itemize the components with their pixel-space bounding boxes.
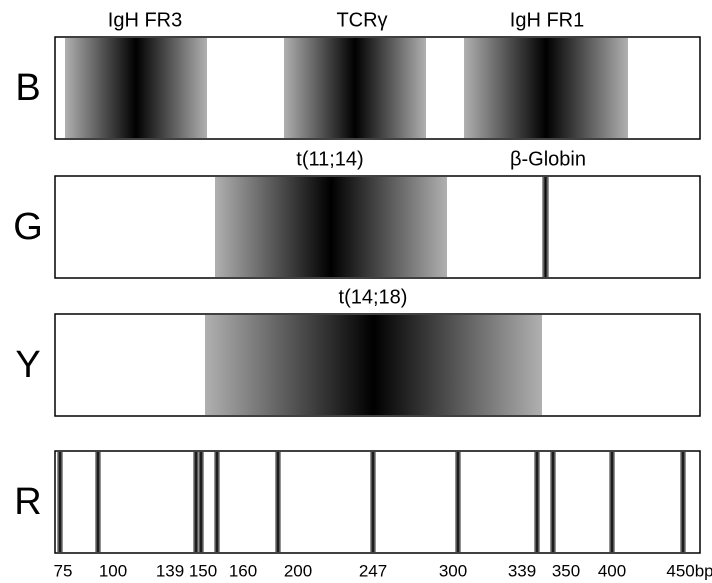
marker-band	[680, 452, 686, 552]
marker-label: 200	[284, 561, 312, 580]
band-label: t(11;14)	[296, 148, 363, 170]
lane-label: R	[14, 481, 41, 523]
marker-band	[95, 452, 101, 552]
lane-label: Y	[15, 344, 40, 386]
marker-label: 160	[229, 561, 257, 580]
marker-band	[198, 452, 204, 552]
marker-band	[609, 452, 615, 552]
marker-band	[550, 452, 556, 552]
marker-label: 339	[508, 561, 536, 580]
gel-figure: B IgH FR3 TCRγ IgH FR1 Gt(11;14) β-Globin Yt(1…	[0, 0, 712, 583]
lane-label: G	[13, 206, 43, 248]
band	[284, 38, 426, 138]
marker-band	[57, 452, 63, 552]
lane-label: B	[15, 67, 40, 109]
band	[205, 315, 542, 415]
marker-band	[370, 452, 376, 552]
band	[542, 177, 549, 277]
band-label: IgH FR1	[510, 9, 584, 31]
band	[215, 177, 447, 277]
band-label: β-Globin	[510, 148, 586, 170]
marker-label: 100	[99, 561, 127, 580]
band-label: TCRγ	[336, 9, 387, 31]
marker-label: 75	[54, 561, 73, 580]
marker-label: 150	[189, 561, 217, 580]
band-label: IgH FR3	[108, 9, 182, 31]
band	[464, 38, 628, 138]
marker-band	[534, 452, 540, 552]
band-label: t(14;18)	[339, 286, 408, 308]
marker-band	[214, 452, 220, 552]
lane-box	[55, 451, 700, 553]
marker-band	[455, 452, 461, 552]
marker-label: 300	[439, 561, 467, 580]
marker-label: 400	[598, 561, 626, 580]
band	[65, 38, 207, 138]
marker-label: 450bp	[666, 561, 712, 580]
marker-label: 247	[359, 561, 387, 580]
marker-band	[275, 452, 281, 552]
marker-label: 350	[552, 561, 580, 580]
marker-label: 139	[156, 561, 184, 580]
